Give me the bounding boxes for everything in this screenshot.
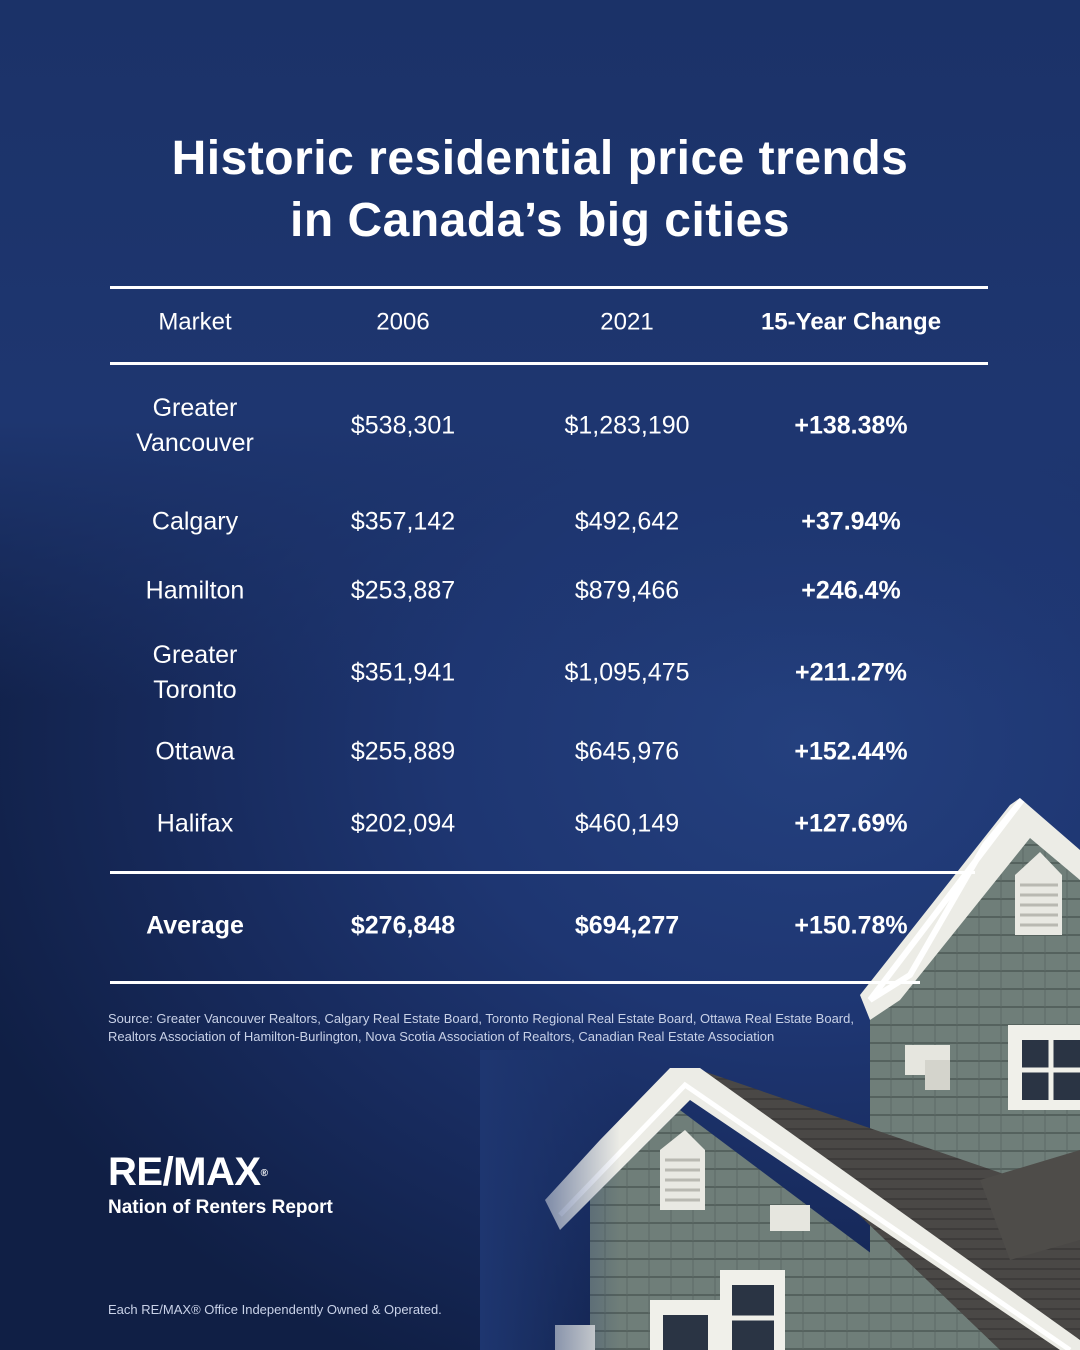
table-row-market: Calgary — [151, 507, 239, 536]
average-top-rule — [110, 871, 975, 874]
logo-registered-mark: ® — [260, 1168, 268, 1179]
table-cell-change: +37.94% — [801, 507, 901, 536]
remax-logo: RE/MAX® — [108, 1150, 268, 1194]
table-cell-2006: $538,301 — [350, 411, 456, 440]
market-name-line-1: Greater — [152, 394, 238, 422]
column-header-market: Market — [158, 308, 232, 336]
table-row-market: Greater Toronto — [95, 638, 295, 708]
background-gradient — [0, 0, 1080, 700]
market-name-line-2: Toronto — [153, 676, 237, 704]
table-cell-2006: $357,142 — [350, 507, 456, 536]
page-title: Historic residential price trends in Can… — [0, 128, 1080, 252]
table-cell-2021: $460,149 — [574, 809, 680, 838]
header-bottom-rule — [110, 362, 988, 365]
table-row-market: Halifax — [156, 809, 234, 838]
table-cell-change: +211.27% — [795, 658, 907, 687]
title-line-1: Historic residential price trends — [171, 132, 909, 185]
table-cell-2021: $1,095,475 — [564, 658, 690, 687]
average-label: Average — [146, 911, 244, 940]
table-cell-change: +152.44% — [794, 737, 908, 766]
market-name-line-2: Vancouver — [136, 429, 254, 457]
title-line-2: in Canada’s big cities — [289, 194, 791, 247]
average-change: +150.78% — [794, 911, 908, 940]
table-top-rule — [110, 286, 988, 289]
logo-text: RE/MAX — [108, 1150, 261, 1194]
table-cell-2021: $645,976 — [574, 737, 680, 766]
table-cell-2006: $351,941 — [350, 658, 456, 687]
table-cell-2006: $255,889 — [350, 737, 456, 766]
average-2021: $694,277 — [574, 911, 680, 940]
market-name-line-1: Greater — [152, 641, 238, 669]
table-row-market: Hamilton — [145, 576, 245, 605]
table-cell-change: +138.38% — [794, 411, 908, 440]
source-note: Source: Greater Vancouver Realtors, Calg… — [108, 1011, 854, 1044]
table-cell-change: +127.69% — [794, 809, 908, 838]
table-cell-2021: $879,466 — [574, 576, 680, 605]
table-cell-2021: $492,642 — [574, 507, 680, 536]
column-header-2021: 2021 — [600, 308, 654, 336]
average-2006: $276,848 — [350, 911, 456, 940]
table-cell-2006: $202,094 — [350, 809, 456, 838]
table-cell-2021: $1,283,190 — [564, 411, 690, 440]
table-cell-2006: $253,887 — [350, 576, 456, 605]
table-row-market: Ottawa — [155, 737, 235, 766]
table-bottom-rule — [110, 981, 920, 984]
disclaimer: Each RE/MAX® Office Independently Owned … — [108, 1302, 442, 1317]
column-header-2006: 2006 — [376, 308, 430, 336]
report-name: Nation of Renters Report — [108, 1197, 333, 1218]
column-header-change: 15-Year Change — [760, 308, 942, 336]
table-cell-change: +246.4% — [801, 576, 901, 605]
table-row-market: Greater Vancouver — [95, 391, 295, 461]
